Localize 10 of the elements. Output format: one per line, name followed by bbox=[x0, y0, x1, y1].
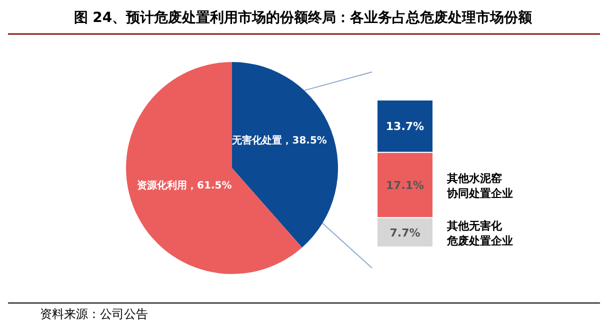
text: 资料来源：公司公告 bbox=[40, 307, 148, 321]
slice-label: 资源化利用，61.5% bbox=[137, 179, 232, 192]
data-label: 7.7% bbox=[390, 226, 420, 240]
data-label: 17.1% bbox=[386, 178, 424, 192]
data-label: 13.7% bbox=[386, 120, 424, 134]
pie-slice bbox=[232, 62, 338, 248]
series-label: 其他无害化危废处置企业 bbox=[446, 219, 513, 248]
series-label: 其他水泥窑协同处置企业 bbox=[446, 172, 513, 200]
slice-label: 无害化处置，38.5% bbox=[231, 134, 327, 147]
chart-title: 图 24、预计危废处置利用市场的份额终局：各业务占总危废处理市场份额 bbox=[74, 9, 534, 26]
